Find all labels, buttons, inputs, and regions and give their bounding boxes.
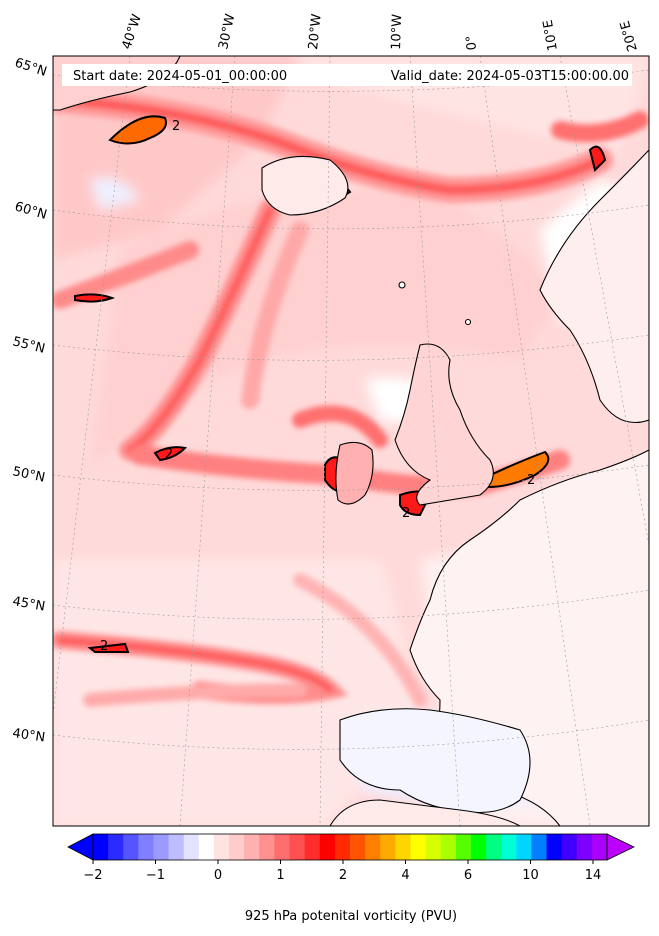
colorbar-swatch xyxy=(274,834,291,860)
colorbar-swatch xyxy=(93,834,109,860)
colorbar-swatch xyxy=(516,834,532,860)
north-africa xyxy=(329,799,521,826)
colorbar-tick-label: 6 xyxy=(464,868,472,883)
colorbar-swatch xyxy=(486,834,502,860)
colorbar-swatch xyxy=(213,834,230,860)
colorbar-swatch xyxy=(531,834,548,860)
colorbar-swatch xyxy=(334,834,351,860)
colorbar-tick-label: 14 xyxy=(585,868,602,883)
contour-label: 2 xyxy=(527,473,535,488)
start-date-label: Start date: 2024-05-01_00:00:00 xyxy=(73,69,287,84)
lat-label-50n: 50°N xyxy=(11,464,46,485)
lat-label-40n: 40°N xyxy=(11,726,46,745)
lon-label-20w: 20°W xyxy=(306,13,325,50)
colorbar-tick-label: 10 xyxy=(522,868,539,883)
lon-label-0: 0° xyxy=(464,35,480,51)
colorbar-swatch xyxy=(350,834,366,860)
colorbar-tick-label: 2 xyxy=(339,868,347,883)
lon-label-10e: 10°E xyxy=(541,19,561,52)
colorbar-swatch xyxy=(440,834,457,860)
lat-label-65n: 65°N xyxy=(13,56,49,80)
colorbar-swatch xyxy=(561,834,578,860)
iceland xyxy=(261,155,349,216)
colorbar: −2 −1 0 1 2 4 6 10 14 xyxy=(67,833,635,883)
contour-label: 2 xyxy=(172,119,180,134)
header-strip xyxy=(62,64,632,86)
colorbar-tick-label: 1 xyxy=(276,868,284,883)
graticule xyxy=(53,56,649,826)
faroe-islands xyxy=(398,281,406,289)
colorbar-swatch xyxy=(229,834,245,860)
colorbar-swatch xyxy=(591,834,608,860)
ireland xyxy=(335,441,374,505)
colorbar-swatch xyxy=(123,834,139,860)
lat-label-45n: 45°N xyxy=(11,594,46,614)
colorbar-over-arrow xyxy=(606,833,635,861)
lon-label-10w: 10°W xyxy=(389,14,405,51)
contour-label: 2 xyxy=(402,506,410,521)
shetland-islands xyxy=(464,318,472,326)
valid-date-label: Valid_date: 2024-05-03T15:00:00.00 xyxy=(391,69,629,84)
lon-label-20e: 20°E xyxy=(618,19,641,53)
colorbar-swatch xyxy=(304,834,321,860)
coastlines xyxy=(53,56,649,826)
great-britain xyxy=(394,343,494,506)
contour-label: 2 xyxy=(100,639,108,654)
lat-label-60n: 60°N xyxy=(13,199,49,222)
colorbar-tick-label: 0 xyxy=(214,868,222,883)
scandinavia xyxy=(539,149,649,424)
colorbar-swatch xyxy=(153,834,170,860)
colorbar-frame xyxy=(92,833,608,861)
map-frame xyxy=(52,55,650,827)
latitude-labels: 65°N 60°N 55°N 50°N 45°N 40°N xyxy=(11,56,49,746)
colorbar-swatch xyxy=(410,834,427,860)
colorbar-swatch xyxy=(138,834,154,860)
colorbar-swatch xyxy=(380,834,396,860)
colorbar-swatch xyxy=(425,834,442,860)
longitude-labels: 40°W 30°W 20°W 10°W 0° 10°E 20°E xyxy=(120,12,641,53)
colorbar-swatch xyxy=(259,834,275,860)
colorbar-swatch xyxy=(168,834,185,860)
colorbar-tick-label: −2 xyxy=(83,868,102,883)
lon-label-40w: 40°W xyxy=(120,12,145,51)
colorbar-swatch xyxy=(244,834,260,860)
contour-label: 2 xyxy=(165,447,173,462)
colorbar-swatch xyxy=(319,834,336,860)
colorbar-tick-label: 4 xyxy=(401,868,409,883)
colorbar-label: 925 hPa potenital vorticity (PVU) xyxy=(245,909,457,924)
colorbar-swatch xyxy=(289,834,306,860)
map-panel: 2 2 2 2 2 2 xyxy=(53,56,649,826)
colorbar-swatch xyxy=(198,834,215,860)
colorbar-under-arrow xyxy=(67,833,94,861)
colorbar-swatch xyxy=(576,834,593,860)
colorbar-swatch xyxy=(546,834,563,860)
colorbar-swatch xyxy=(501,834,517,860)
colorbar-swatch xyxy=(183,834,200,860)
colorbar-swatch xyxy=(470,834,487,860)
colorbar-swatch xyxy=(108,834,124,860)
colorbar-swatch xyxy=(455,834,472,860)
iberia xyxy=(339,708,531,814)
lat-label-55n: 55°N xyxy=(11,334,46,356)
colorbar-tick-label: −1 xyxy=(146,868,165,883)
colorbar-swatch xyxy=(395,834,411,860)
lon-label-30w: 30°W xyxy=(216,12,238,50)
colorbar-swatch xyxy=(365,834,381,860)
